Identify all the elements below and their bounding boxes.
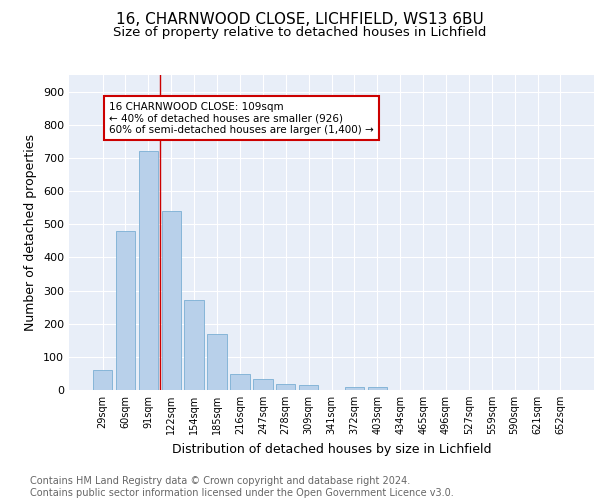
Bar xyxy=(368,388,387,390)
Bar xyxy=(276,384,295,390)
X-axis label: Distribution of detached houses by size in Lichfield: Distribution of detached houses by size … xyxy=(172,442,491,456)
Bar xyxy=(161,211,181,390)
Bar xyxy=(344,388,364,390)
Y-axis label: Number of detached properties: Number of detached properties xyxy=(25,134,37,331)
Bar xyxy=(139,152,158,390)
Bar xyxy=(208,334,227,390)
Bar xyxy=(116,231,135,390)
Bar xyxy=(253,380,272,390)
Bar xyxy=(184,300,204,390)
Bar xyxy=(93,370,112,390)
Text: Contains HM Land Registry data © Crown copyright and database right 2024.
Contai: Contains HM Land Registry data © Crown c… xyxy=(30,476,454,498)
Text: 16, CHARNWOOD CLOSE, LICHFIELD, WS13 6BU: 16, CHARNWOOD CLOSE, LICHFIELD, WS13 6BU xyxy=(116,12,484,28)
Text: 16 CHARNWOOD CLOSE: 109sqm
← 40% of detached houses are smaller (926)
60% of sem: 16 CHARNWOOD CLOSE: 109sqm ← 40% of deta… xyxy=(109,102,374,134)
Bar xyxy=(299,385,319,390)
Bar xyxy=(230,374,250,390)
Text: Size of property relative to detached houses in Lichfield: Size of property relative to detached ho… xyxy=(113,26,487,39)
